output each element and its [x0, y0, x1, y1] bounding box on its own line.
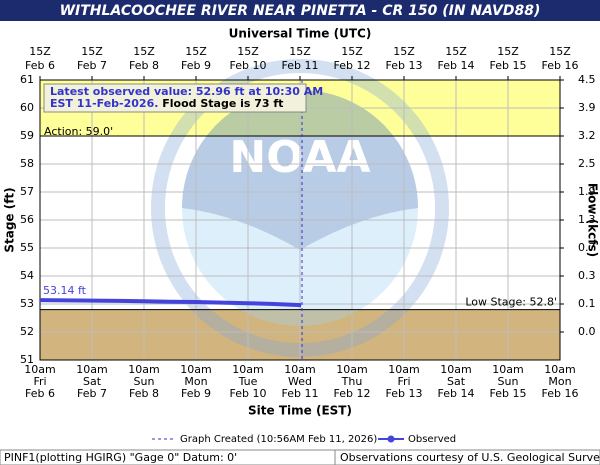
threshold-label: Action: 59.0'	[44, 125, 113, 138]
y2-tick-label: 0.1	[578, 297, 596, 310]
x2-tick-label: Feb 7	[77, 59, 107, 72]
x2-tick-label: Feb 13	[386, 59, 423, 72]
y-tick-label: 61	[20, 73, 34, 86]
data-label: 53.14 ft	[43, 284, 87, 297]
x2-tick-label: 15Z	[29, 45, 51, 58]
y2-tick-label: 0.7	[578, 241, 596, 254]
title-bar	[0, 0, 600, 21]
x-tick-label: 10am	[440, 363, 471, 376]
x-tick-label: Wed	[288, 375, 312, 388]
x-tick-label: Feb 6	[25, 387, 55, 400]
x2-tick-label: 15Z	[133, 45, 155, 58]
y-tick-label: 60	[20, 101, 34, 114]
chart-title: WITHLACOOCHEE RIVER NEAR PINETTA - CR 15…	[60, 3, 541, 19]
annotation-box	[43, 83, 307, 113]
x-tick-label: 10am	[492, 363, 523, 376]
y2-tick-label: 2.5	[578, 157, 596, 170]
x-tick-label: 10am	[76, 363, 107, 376]
footer-right: Observations courtesy of U.S. Geological…	[340, 451, 600, 464]
x-tick-label: Sun	[498, 375, 519, 388]
x-tick-label: Feb 9	[181, 387, 211, 400]
x2-tick-label: 15Z	[445, 45, 467, 58]
x2-tick-label: 15Z	[341, 45, 363, 58]
x-tick-label: Mon	[548, 375, 571, 388]
x-tick-label: Feb 14	[438, 387, 475, 400]
x2-tick-label: 15Z	[185, 45, 207, 58]
x-axis-title: Site Time (EST)	[248, 404, 352, 418]
x-tick-label: 10am	[128, 363, 159, 376]
x-tick-label: Mon	[184, 375, 207, 388]
y-tick-label: 59	[20, 129, 34, 142]
x-tick-label: 10am	[24, 363, 55, 376]
y-tick-label: 56	[20, 213, 34, 226]
x2-tick-label: 15Z	[497, 45, 519, 58]
y-tick-label: 52	[20, 325, 34, 338]
x-tick-label: Feb 8	[129, 387, 159, 400]
x-tick-label: 10am	[232, 363, 263, 376]
annotation-text-cont: EST 11-Feb-2026.	[50, 97, 162, 110]
x-tick-label: 10am	[544, 363, 575, 376]
x2-tick-label: Feb 10	[230, 59, 267, 72]
y-tick-label: 54	[20, 269, 34, 282]
x-tick-label: 10am	[284, 363, 315, 376]
x-tick-label: Feb 11	[282, 387, 319, 400]
y2-tick-label: 3.2	[578, 129, 596, 142]
x-tick-label: Sun	[134, 375, 155, 388]
x-tick-label: Sat	[83, 375, 102, 388]
y-tick-label: 55	[20, 241, 34, 254]
y2-tick-label: 3.9	[578, 101, 596, 114]
x2-tick-label: Feb 9	[181, 59, 211, 72]
x-tick-label: Fri	[397, 375, 410, 388]
x-tick-label: 10am	[180, 363, 211, 376]
x2-tick-label: Feb 14	[438, 59, 475, 72]
x2-tick-label: Feb 12	[334, 59, 371, 72]
y-axis-title: Stage (ft)	[3, 187, 17, 252]
threshold-label: Low Stage: 52.8'	[465, 296, 557, 309]
x2-tick-label: Feb 11	[282, 59, 319, 72]
x-tick-label: Feb 13	[386, 387, 423, 400]
x-tick-label: Feb 16	[542, 387, 579, 400]
footer-left: PINF1(plotting HGIRG) "Gage 0" Datum: 0'	[4, 451, 237, 464]
x-tick-label: Feb 12	[334, 387, 371, 400]
x-tick-label: Feb 15	[490, 387, 527, 400]
legend-label: Observed	[408, 434, 456, 445]
annotation: Latest observed value: 52.96 ft at 10:30…	[50, 85, 323, 110]
x-tick-label: Tue	[238, 375, 258, 388]
x2-tick-label: Feb 6	[25, 59, 55, 72]
x-tick-label: Feb 7	[77, 387, 107, 400]
footer-bar	[0, 449, 600, 465]
y2-tick-label: 1.9	[578, 185, 596, 198]
y-tick-label: 53	[20, 297, 34, 310]
x2-tick-label: 15Z	[393, 45, 415, 58]
y-tick-label: 58	[20, 157, 34, 170]
y2-tick-label: 1.3	[578, 213, 596, 226]
x-tick-label: Sat	[447, 375, 466, 388]
x2-tick-label: Feb 15	[490, 59, 527, 72]
series-line	[39, 298, 302, 308]
x-tick-label: 10am	[388, 363, 419, 376]
x-tick-label: 10am	[336, 363, 367, 376]
x2-tick-label: 15Z	[549, 45, 571, 58]
annotation-text: Latest observed value: 52.96 ft at 10:30…	[50, 85, 323, 98]
x2-tick-label: Feb 16	[542, 59, 579, 72]
x-tick-label: Feb 10	[230, 387, 267, 400]
y2-tick-label: 4.5	[578, 73, 596, 86]
legend-marker	[387, 435, 395, 443]
x-tick-label: Thu	[341, 375, 363, 388]
legend-created-label: Graph Created (10:56AM Feb 11, 2026)	[180, 434, 377, 445]
x-tick-label: Fri	[33, 375, 46, 388]
x2-axis-title: Universal Time (UTC)	[229, 27, 372, 41]
flood-stage: Flood Stage is 73 ft	[162, 97, 283, 110]
x2-tick-label: 15Z	[81, 45, 103, 58]
y-tick-label: 51	[20, 353, 34, 366]
y-tick-label: 57	[20, 185, 34, 198]
y2-tick-label: 0.0	[578, 325, 596, 338]
plot-frame	[39, 79, 561, 361]
x2-tick-label: 15Z	[237, 45, 259, 58]
y2-axis-title: Flow (kcfs)	[586, 183, 600, 257]
x2-tick-label: 15Z	[289, 45, 311, 58]
y2-tick-label: 0.3	[578, 269, 596, 282]
x2-tick-label: Feb 8	[129, 59, 159, 72]
